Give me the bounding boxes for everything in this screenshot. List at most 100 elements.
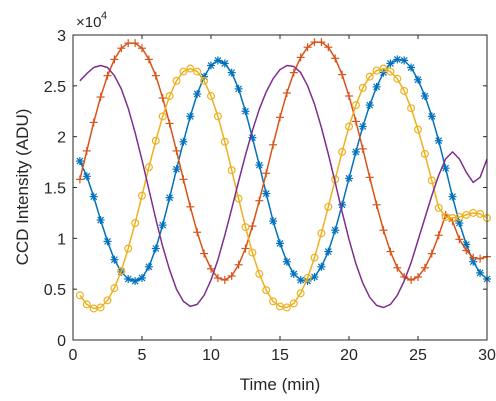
data-point-stroke xyxy=(366,101,374,109)
data-point-stroke xyxy=(324,248,332,255)
data-point-stroke xyxy=(283,258,291,266)
plot-area xyxy=(73,35,487,340)
data-point xyxy=(351,101,360,110)
data-point xyxy=(213,56,222,65)
data-point-stroke xyxy=(124,275,132,283)
data-point xyxy=(448,192,457,201)
data-point xyxy=(386,59,395,68)
data-point-stroke xyxy=(97,216,105,224)
data-point-stroke xyxy=(221,60,229,67)
data-point xyxy=(420,92,429,100)
data-point xyxy=(262,286,271,295)
x-tick-label: 30 xyxy=(478,347,496,364)
data-point xyxy=(455,235,464,244)
data-point xyxy=(82,300,91,309)
data-point xyxy=(158,94,167,103)
data-point-stroke xyxy=(297,276,305,284)
data-point-stroke xyxy=(352,148,360,156)
data-point-stroke xyxy=(110,256,118,264)
data-point xyxy=(89,192,98,201)
data-point-stroke xyxy=(131,277,139,285)
data-point-stroke xyxy=(159,221,167,229)
data-point xyxy=(303,43,312,52)
data-point xyxy=(138,191,147,200)
data-point xyxy=(386,247,395,256)
data-point xyxy=(420,149,429,158)
data-point xyxy=(386,67,395,76)
data-point xyxy=(393,263,402,272)
data-point xyxy=(269,217,278,226)
series-line-2 xyxy=(79,41,488,281)
data-point xyxy=(317,38,326,47)
data-point xyxy=(379,226,388,235)
y-axis-label: CCD Intensity (ADU) xyxy=(13,109,32,266)
data-point xyxy=(179,67,188,76)
data-point-stroke xyxy=(242,107,249,115)
data-point-stroke xyxy=(276,239,284,247)
data-point xyxy=(151,244,160,253)
data-point xyxy=(324,247,333,256)
data-point xyxy=(303,273,312,282)
data-point xyxy=(400,56,409,65)
data-point xyxy=(255,269,264,278)
data-point xyxy=(296,289,305,298)
data-point-stroke xyxy=(373,83,381,91)
y-exponent-power: 4 xyxy=(101,10,107,22)
y-tick-label: 2.5 xyxy=(44,79,66,96)
data-point xyxy=(96,303,105,312)
data-point-stroke xyxy=(290,270,298,278)
data-point xyxy=(172,146,181,155)
data-point xyxy=(117,266,126,275)
data-point xyxy=(234,194,243,203)
data-point xyxy=(241,223,250,232)
data-point xyxy=(144,163,153,172)
data-point-stroke xyxy=(380,69,387,77)
data-point-stroke xyxy=(435,137,443,145)
data-point xyxy=(241,244,250,253)
data-point xyxy=(96,216,105,225)
data-point xyxy=(462,210,471,219)
y-tick-label: 1.5 xyxy=(44,181,66,198)
data-point xyxy=(324,202,333,211)
data-point xyxy=(110,284,119,293)
data-point-stroke xyxy=(386,60,394,67)
data-point xyxy=(103,296,112,305)
data-point xyxy=(262,189,271,198)
data-point xyxy=(427,112,436,121)
data-point xyxy=(282,257,291,266)
data-point xyxy=(117,44,126,53)
data-point-stroke xyxy=(262,190,270,198)
data-point xyxy=(276,239,284,248)
data-point xyxy=(289,68,298,77)
data-point xyxy=(407,63,416,72)
data-point-stroke xyxy=(90,193,98,201)
data-point xyxy=(138,44,146,53)
data-point xyxy=(124,244,133,253)
data-point xyxy=(255,196,264,205)
data-point xyxy=(227,166,236,175)
data-point xyxy=(434,203,443,212)
data-point xyxy=(379,64,388,73)
data-point xyxy=(345,174,353,183)
data-point xyxy=(151,71,160,80)
data-point xyxy=(207,264,215,273)
data-point xyxy=(317,229,326,238)
data-point xyxy=(345,122,354,131)
data-point xyxy=(351,117,360,126)
data-point xyxy=(331,54,340,63)
data-point xyxy=(262,169,271,178)
data-point xyxy=(351,147,360,156)
tick-layer: 0 5 10 15 20 25 30 0 0.5 1 1.5 2 2.5 3 xyxy=(44,28,496,364)
data-point-stroke xyxy=(455,219,463,227)
data-point-stroke xyxy=(152,245,160,252)
data-point-stroke xyxy=(179,138,187,146)
data-point xyxy=(124,275,133,283)
data-point xyxy=(248,248,257,257)
data-point xyxy=(227,68,236,77)
data-point xyxy=(358,83,367,92)
data-point xyxy=(289,299,298,308)
data-point xyxy=(434,231,443,240)
data-point xyxy=(110,255,119,264)
data-point xyxy=(158,112,167,121)
y-tick-label: 1 xyxy=(57,231,66,248)
